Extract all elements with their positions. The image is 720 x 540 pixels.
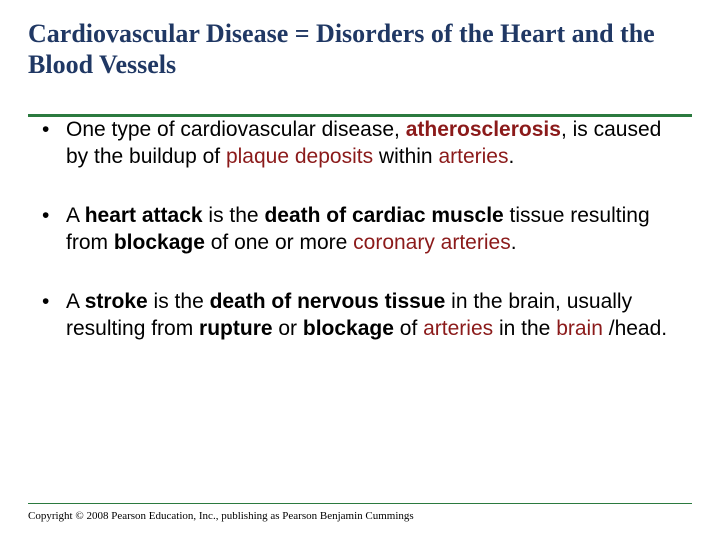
text-run: One type of cardiovascular disease,	[66, 118, 406, 141]
text-run: in the	[493, 317, 556, 340]
text-run: /head.	[603, 317, 667, 340]
text-run: .	[508, 145, 514, 168]
bullet-list: One type of cardiovascular disease, athe…	[42, 117, 682, 342]
text-run: brain	[556, 317, 603, 340]
slide-footer: Copyright © 2008 Pearson Education, Inc.…	[28, 503, 692, 522]
footer-rule	[28, 503, 692, 504]
slide-title: Cardiovascular Disease = Disorders of th…	[28, 18, 692, 86]
bullet-item: A heart attack is the death of cardiac m…	[42, 203, 682, 257]
text-run: A	[66, 290, 85, 313]
text-run: heart attack	[85, 204, 203, 227]
text-run: of one or more	[205, 231, 353, 254]
text-run: is the	[203, 204, 265, 227]
text-run: blockage	[114, 231, 205, 254]
text-run: blockage	[303, 317, 394, 340]
text-run: rupture	[199, 317, 273, 340]
text-run: death of cardiac muscle	[264, 204, 503, 227]
text-run: is the	[148, 290, 210, 313]
text-run: or	[273, 317, 303, 340]
slide: Cardiovascular Disease = Disorders of th…	[0, 0, 720, 540]
bullet-item: A stroke is the death of nervous tissue …	[42, 289, 682, 343]
text-run: plaque deposits	[226, 145, 373, 168]
text-run: of	[394, 317, 423, 340]
text-run: A	[66, 204, 85, 227]
text-run: death of nervous tissue	[210, 290, 446, 313]
slide-content: One type of cardiovascular disease, athe…	[28, 117, 692, 342]
text-run: coronary arteries	[353, 231, 511, 254]
text-run: atherosclerosis	[406, 118, 561, 141]
copyright-text: Copyright © 2008 Pearson Education, Inc.…	[28, 510, 692, 522]
text-run: stroke	[85, 290, 148, 313]
text-run: arteries	[423, 317, 493, 340]
bullet-item: One type of cardiovascular disease, athe…	[42, 117, 682, 171]
text-run: .	[511, 231, 517, 254]
text-run: within	[373, 145, 438, 168]
text-run: arteries	[438, 145, 508, 168]
